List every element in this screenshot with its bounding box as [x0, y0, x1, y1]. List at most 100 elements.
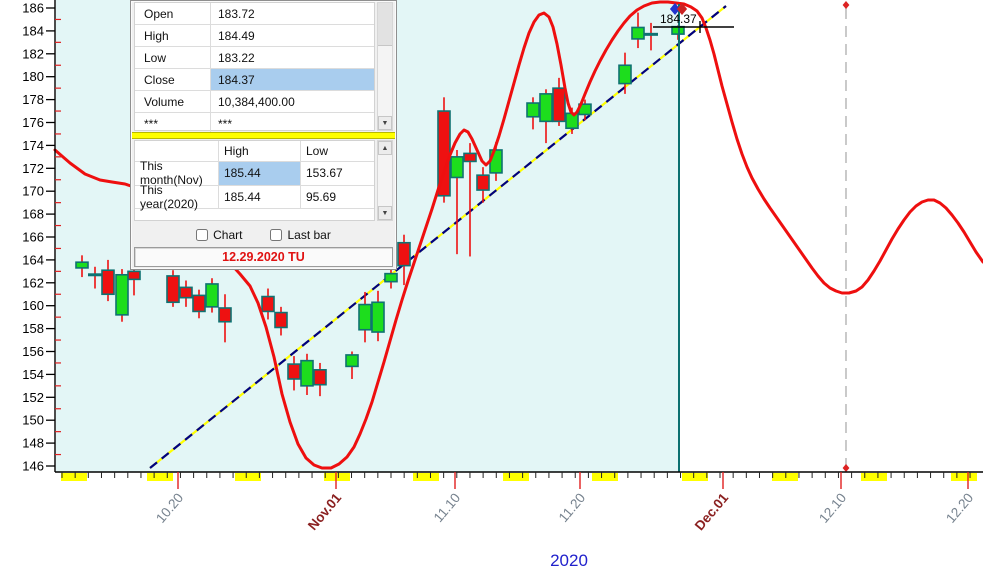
y-axis-price-label: 176	[22, 115, 44, 130]
arrow-down-icon: ▼	[381, 209, 389, 217]
weekend-highlight	[951, 473, 977, 481]
candle-up-body	[631, 26, 645, 40]
candle-down-body	[101, 269, 115, 296]
last-bar-checkbox[interactable]: Last bar	[270, 227, 331, 242]
stats-year-high: 185.44	[219, 185, 301, 208]
candle-up-body	[618, 64, 632, 85]
close-price-label: 184.37	[660, 12, 697, 26]
arrow-down-icon: ▼	[381, 119, 389, 127]
stats-month-low: 153.67	[306, 166, 343, 181]
stats-row-label: This month(Nov)	[135, 159, 219, 187]
stats-header-row: High Low	[135, 141, 374, 162]
y-axis-price-label: 180	[22, 69, 44, 84]
quote-value: ***	[218, 117, 233, 132]
selected-marker-blue-diamond	[669, 3, 681, 15]
x-axis-date-label: 11.20	[556, 490, 589, 525]
candle-up-body	[75, 261, 89, 269]
y-axis-price-label: 146	[22, 459, 44, 474]
weekend-highlight	[147, 473, 173, 481]
quote-info-panel[interactable]: Open 183.72 High 184.49 Low 183.22 Close…	[130, 0, 397, 270]
dashed-vline-top-diamond	[842, 1, 850, 9]
candle-down-body	[166, 275, 180, 304]
last-bar-checkbox-label: Last bar	[287, 227, 331, 242]
candle-down-body	[552, 87, 566, 123]
candle-down-body	[274, 311, 288, 329]
candle-up-body	[300, 359, 314, 387]
stats-header-low: Low	[306, 144, 329, 158]
y-axis-price-label: 148	[22, 436, 44, 451]
quote-row-high: High 184.49	[135, 25, 374, 48]
x-axis-date-label: 11.10	[431, 490, 464, 525]
scroll-up-button[interactable]: ▲	[378, 141, 392, 155]
y-axis-price-label: 174	[22, 138, 44, 153]
quote-value-highlighted: 184.37	[211, 69, 374, 91]
candle-down-body	[476, 174, 490, 191]
x-axis-date-label: Nov.01	[305, 490, 345, 533]
chart-checkbox-input[interactable]	[196, 228, 209, 241]
stats-row-year: This year(2020) 185.44 95.69	[135, 183, 374, 211]
stats-month-high: 185.44	[219, 162, 301, 185]
stats-row-label: This year(2020)	[135, 183, 219, 211]
quote-label: ***	[135, 113, 211, 135]
weekend-highlight	[772, 473, 798, 481]
y-axis-price-label: 158	[22, 321, 44, 336]
stats-year-low: 95.69	[306, 189, 337, 204]
stats-table: High Low This month(Nov) 185.44 153.67 T…	[134, 140, 375, 221]
candle-up-body	[450, 156, 464, 179]
x-axis-date-label: Dec.01	[692, 490, 732, 533]
last-bar-checkbox-input[interactable]	[270, 228, 283, 241]
candle-down-body	[127, 270, 141, 281]
x-axis-year-label: 2020	[550, 551, 588, 570]
y-axis-price-label: 178	[22, 92, 44, 107]
candle-down-body	[192, 294, 206, 313]
candle-down-body	[261, 295, 275, 313]
quote-row-close: Close 184.37	[135, 69, 374, 92]
scroll-down-button[interactable]: ▼	[378, 116, 392, 130]
scrollbar-thumb[interactable]	[378, 3, 392, 46]
candle-up-body	[565, 112, 579, 130]
weekend-highlight	[413, 473, 439, 481]
quote-row-volume: Volume 10,384,400.00	[135, 91, 374, 114]
candle-up-body	[115, 273, 129, 316]
y-axis-price-label: 182	[22, 46, 44, 61]
stats-header-high: High	[219, 141, 301, 161]
candle-up-body	[358, 303, 372, 331]
scroll-down-button[interactable]: ▼	[378, 206, 392, 220]
panel-checkbox-row: Chart Last bar	[131, 226, 396, 243]
quote-label: Close	[135, 69, 211, 91]
quote-table: Open 183.72 High 184.49 Low 183.22 Close…	[134, 2, 375, 136]
weekend-highlight	[861, 473, 887, 481]
candle-down-body	[313, 369, 327, 386]
quote-label: Volume	[135, 91, 211, 113]
panel-separator-bar	[132, 132, 395, 139]
candle-down-body	[218, 307, 232, 323]
candle-up-body	[345, 354, 359, 368]
quote-value: 184.49	[218, 28, 255, 43]
moving-average-line	[53, 0, 983, 470]
y-axis-price-label: 152	[22, 390, 44, 405]
y-axis-price-label: 186	[22, 1, 44, 16]
y-axis-price-label: 164	[22, 252, 44, 267]
quote-label: Open	[135, 3, 211, 25]
y-axis-price-label: 160	[22, 298, 44, 313]
weekend-highlight	[61, 473, 87, 481]
quote-row-low: Low 183.22	[135, 47, 374, 70]
dashed-vline-bottom-diamond	[842, 464, 850, 472]
y-axis-price-label: 172	[22, 161, 44, 176]
x-axis-date-label: 12.10	[816, 490, 849, 526]
candle-down-body	[397, 241, 411, 267]
x-axis-date-label: 12.20	[943, 490, 976, 526]
chart-checkbox[interactable]: Chart	[196, 228, 242, 242]
y-axis-price-label: 168	[22, 207, 44, 222]
quote-scrollbar[interactable]: ▼	[377, 2, 393, 131]
y-axis-price-label: 150	[22, 413, 44, 428]
y-axis-price-label: 184	[22, 23, 44, 38]
stats-scrollbar[interactable]: ▲ ▼	[377, 140, 393, 221]
weekend-highlight	[682, 473, 708, 481]
candle-up-body	[539, 93, 553, 123]
candle-up-body	[526, 102, 540, 118]
quote-row-open: Open 183.72	[135, 3, 374, 26]
weekend-highlight	[235, 473, 261, 481]
y-axis-price-label: 154	[22, 367, 44, 382]
